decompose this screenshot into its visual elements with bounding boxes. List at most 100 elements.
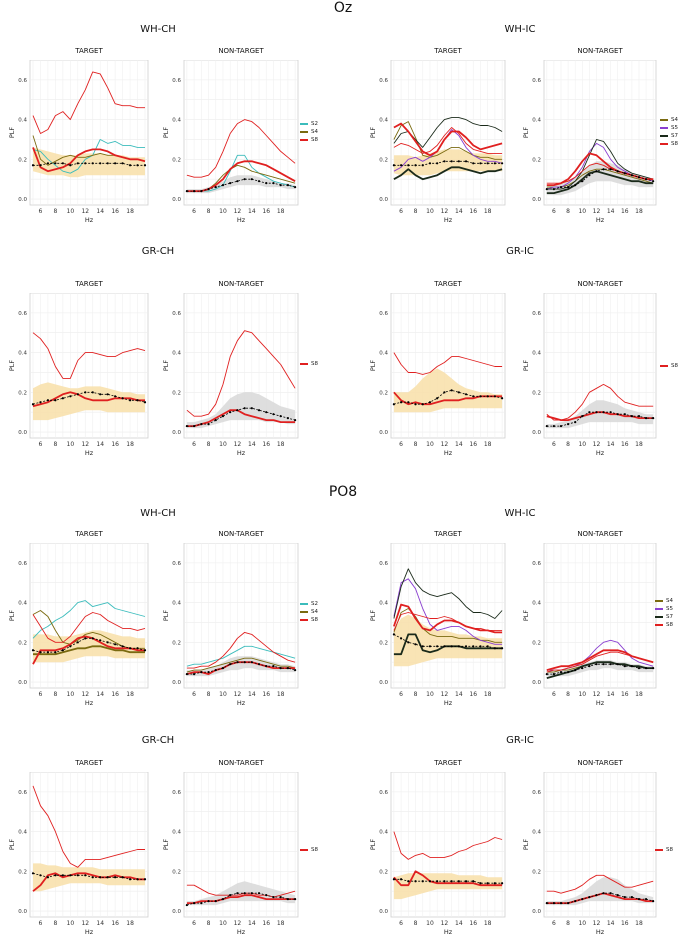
baseline-point [414,643,417,646]
x-tick-label: 8 [53,920,57,927]
x-tick-label: 18 [126,208,134,215]
y-tick-label: 0.2 [18,390,27,396]
baseline-point [464,880,468,883]
baseline-point [545,672,548,676]
baseline-point [588,174,591,177]
baseline-point [121,397,124,400]
baseline-point [602,168,605,171]
confidence-band [186,175,296,194]
panel-title: NON-TARGET [577,759,623,767]
baseline-point [567,186,570,189]
x-tick-label: 14 [455,920,463,927]
y-tick-label: 0.6 [172,311,181,317]
baseline-point [392,878,395,881]
x-tick-label: 6 [192,208,196,215]
baseline-point [84,391,87,394]
baseline-point [436,162,439,165]
panel-title: TARGET [75,530,103,538]
x-tick-label: 6 [39,920,43,927]
x-tick-label: 16 [621,920,629,927]
chart-panel: 0.0 0.2 0.4 0.6 6 8 10 12 14 16 18 Hz PLF [8,60,149,224]
baseline-point [272,896,275,899]
condition-title-oz-gr-ch: GR-CH [141,246,175,257]
y-tick-label: 0.2 [172,157,181,163]
legend-item-s8: S8 [300,616,318,624]
baseline-point [595,894,598,897]
baseline-point [46,162,50,165]
plot-area [29,543,149,689]
series-line-s8 [546,649,654,671]
legend-item-s5: S5 [655,605,673,613]
baseline-point [69,645,72,648]
y-tick-label: 0.0 [532,430,541,436]
y-axis-label: PLF [8,839,16,851]
x-tick-label: 10 [578,920,586,927]
baseline-point [236,892,239,895]
x-tick-label: 18 [484,441,492,448]
x-axis-label: Hz [596,216,605,224]
baseline-line [186,407,296,427]
x-tick-label: 14 [455,691,463,698]
y-tick-label: 0.6 [379,311,388,317]
x-tick-label: 8 [53,441,57,448]
x-tick-label: 6 [552,441,556,448]
panel-title: TARGET [75,47,103,55]
legend-label: S4 [671,117,678,123]
series-line-s8 [546,874,654,894]
y-tick-label: 0.4 [18,118,27,124]
x-tick-label: 10 [67,208,75,215]
baseline-point [250,407,253,410]
series-line-s8 [32,71,145,134]
y-tick-label: 0.6 [379,790,388,796]
baseline-point [31,649,35,652]
baseline-point [128,647,132,650]
baseline-point [493,395,496,398]
baseline-point [545,188,548,191]
y-tick-label: 0.6 [18,78,27,84]
baseline-point [46,651,50,654]
x-tick-label: 16 [469,691,477,698]
x-tick-label: 6 [39,691,43,698]
x-tick-label: 14 [96,691,104,698]
confidence-band [33,630,145,663]
series-line-s8 [393,122,503,157]
x-tick-label: 16 [621,441,629,448]
series-line-s8 [32,785,145,868]
x-tick-label: 6 [39,441,43,448]
baseline-point [114,395,117,398]
legend-item-s8: S8 [300,360,318,368]
panel-title: NON-TARGET [577,47,623,55]
legend-item-s4: S4 [655,597,673,605]
x-tick-label: 8 [566,920,570,927]
baseline-point [501,647,504,650]
baseline-point [200,422,203,426]
baseline-point [250,892,253,895]
x-tick-label: 18 [484,208,492,215]
baseline-point [185,424,188,428]
legend-item-s4: S4 [300,128,318,136]
baseline-point [616,663,619,666]
y-tick-label: 0.4 [379,830,388,836]
legend: S2 S4 S8 [300,120,318,144]
baseline-point [450,880,453,883]
baseline-line [186,892,296,906]
x-tick-label: 14 [248,920,256,927]
baseline-point [464,160,468,163]
baseline-point [229,663,232,666]
baseline-point [250,661,253,664]
x-tick-label: 14 [96,920,104,927]
confidence-band [393,873,503,900]
series-line-s8 [32,872,145,892]
baseline-point [31,164,35,167]
x-tick-label: 8 [207,441,211,448]
x-tick-label: 16 [621,691,629,698]
baseline-point [265,182,268,185]
y-tick-label: 0.0 [18,197,27,203]
legend-swatch [655,849,663,851]
baseline-point [457,391,460,394]
panel-title: TARGET [434,280,462,288]
y-axis-label: PLF [369,360,377,372]
baseline-point [588,665,591,668]
y-tick-label: 0.4 [532,601,541,607]
baseline-point [229,894,232,897]
